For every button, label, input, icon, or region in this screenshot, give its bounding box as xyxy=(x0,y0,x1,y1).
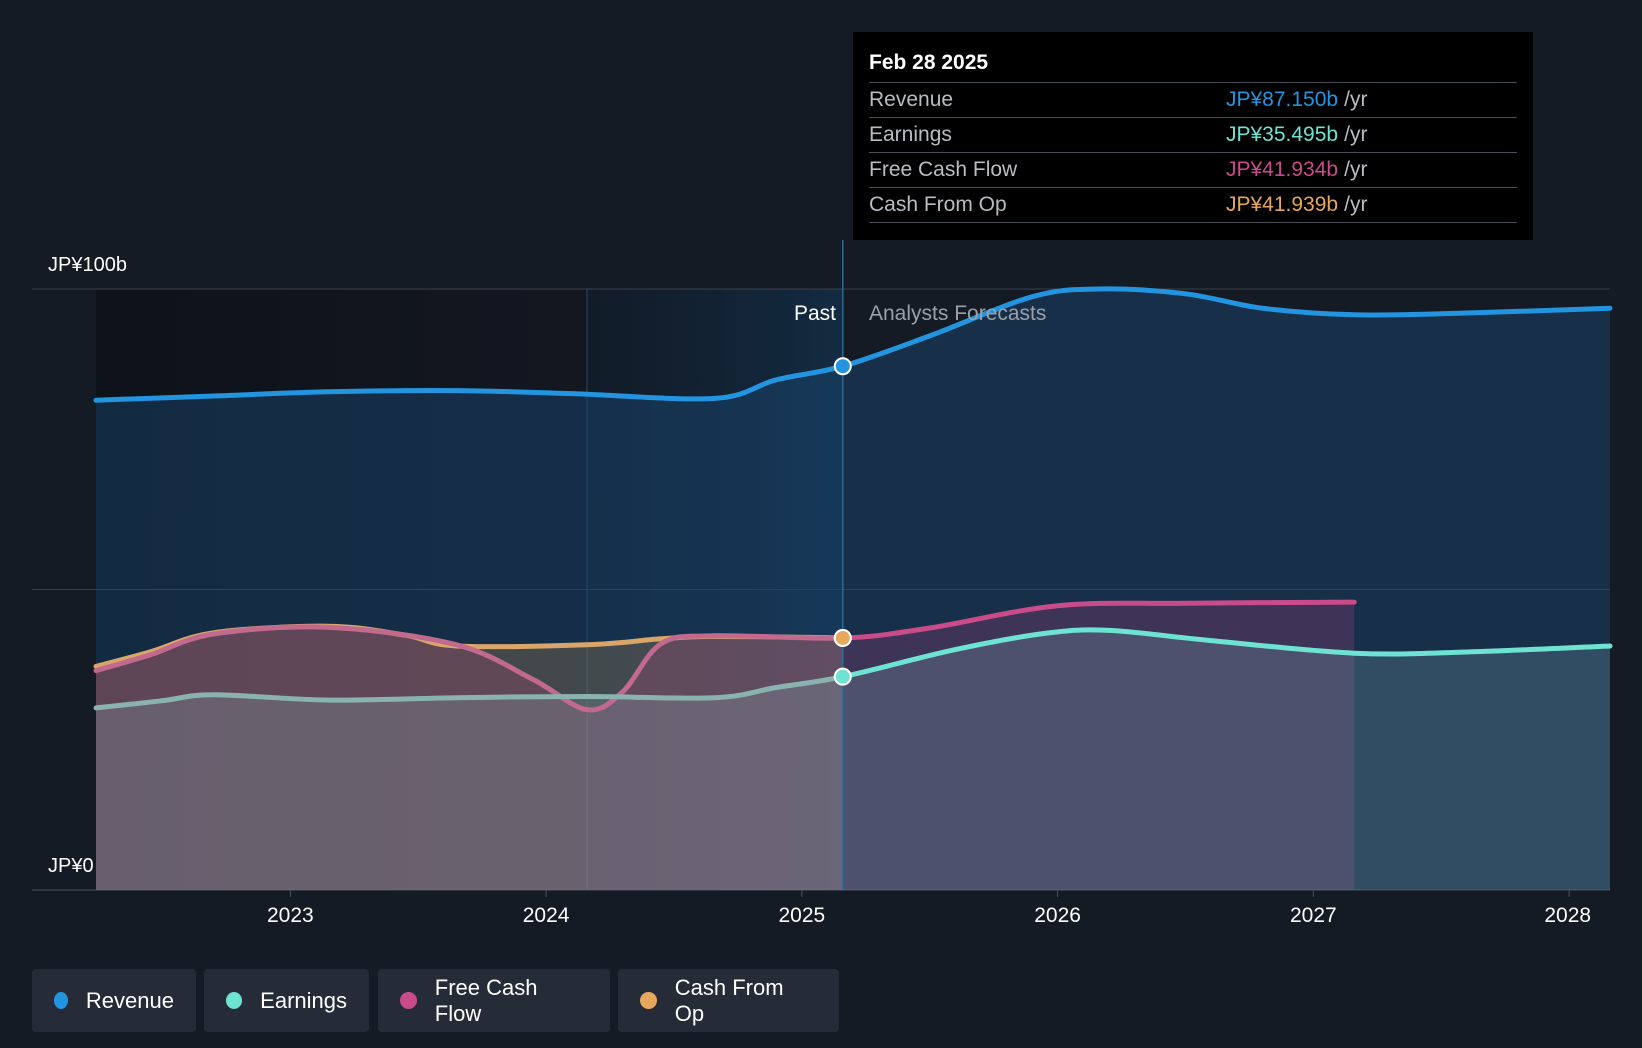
tooltip-value: JP¥35.495b xyxy=(1226,123,1339,146)
earnings-dot-icon xyxy=(226,992,243,1009)
x-axis-ticks: 2023 2024 2025 2026 2027 2028 xyxy=(267,890,1591,927)
y-axis-label-top: JP¥100b xyxy=(48,254,127,276)
legend-label: Earnings xyxy=(260,987,347,1013)
revenue-line-forecast xyxy=(842,286,1613,369)
revenue-marker xyxy=(833,357,852,376)
tooltip-label: Free Cash Flow xyxy=(869,158,1018,181)
series-lines xyxy=(93,286,1613,713)
free-cash-flow-area xyxy=(96,602,1355,890)
legend-label: Cash From Op xyxy=(674,974,784,1026)
x-tick-label: 2023 xyxy=(267,904,314,927)
x-tick-label: 2027 xyxy=(1290,904,1337,927)
revenue-line-past xyxy=(93,363,843,403)
tooltip-value: JP¥87.150b xyxy=(1226,88,1339,111)
tooltip-panel: Feb 28 2025 Revenue JP¥87.150b /yr Earni… xyxy=(853,32,1533,240)
legend-item-revenue[interactable]: Revenue xyxy=(32,969,196,1032)
x-tick-label: 2024 xyxy=(523,904,570,927)
revenue-dot-icon xyxy=(54,992,68,1009)
tooltip-unit: /yr xyxy=(1344,88,1368,111)
grid-lines xyxy=(32,288,1610,891)
x-tick-label: 2025 xyxy=(778,904,825,927)
x-tick-label: 2026 xyxy=(1034,904,1081,927)
earnings-line-past xyxy=(93,674,843,711)
tooltip-row-free-cash-flow: Free Cash Flow JP¥41.934b /yr xyxy=(869,152,1517,187)
tooltip-value: JP¥41.934b xyxy=(1226,158,1339,181)
legend-label: Free Cash Flow xyxy=(434,974,538,1026)
past-label: Past xyxy=(794,302,836,325)
revenue-area xyxy=(96,288,1610,890)
earnings-line-forecast xyxy=(842,627,1613,680)
tooltip-value: JP¥41.939b xyxy=(1226,193,1339,216)
cash-from-op-area xyxy=(96,626,843,890)
free-cash-flow-dot-icon xyxy=(400,992,417,1009)
earnings-marker xyxy=(833,667,852,686)
tooltip-label: Cash From Op xyxy=(869,193,1007,216)
x-tick-label: 2028 xyxy=(1544,904,1591,927)
tooltip-row-cash-from-op: Cash From Op JP¥41.939b /yr xyxy=(869,187,1517,223)
analysts-forecasts-label: Analysts Forecasts xyxy=(869,302,1046,325)
tooltip-row-earnings: Earnings JP¥35.495b /yr xyxy=(869,117,1517,152)
tooltip-unit: /yr xyxy=(1344,193,1368,216)
legend-item-free-cash-flow[interactable]: Free Cash Flow xyxy=(378,969,610,1032)
tooltip-row-revenue: Revenue JP¥87.150b /yr xyxy=(869,82,1517,117)
tooltip-label: Earnings xyxy=(869,123,952,146)
legend-item-earnings[interactable]: Earnings xyxy=(204,969,369,1032)
legend-item-cash-from-op[interactable]: Cash From Op xyxy=(618,969,839,1032)
tooltip-unit: /yr xyxy=(1344,123,1368,146)
earnings-area xyxy=(96,629,1610,890)
tooltip-date: Feb 28 2025 xyxy=(869,51,989,74)
cash-from-op-dot-icon xyxy=(640,992,657,1009)
free-cash-flow-line-past xyxy=(93,624,843,713)
free-cash-flow-line-forecast xyxy=(842,599,1357,641)
legend-label: Revenue xyxy=(85,987,174,1013)
cash-from-op-marker xyxy=(833,628,852,647)
tooltip-label: Revenue xyxy=(869,88,954,111)
divider-markers xyxy=(833,240,852,890)
y-axis-label-bottom: JP¥0 xyxy=(48,855,94,877)
series-areas xyxy=(96,288,1610,890)
axis-labels: JP¥100b JP¥0 Past Analysts Forecasts xyxy=(48,254,1046,877)
tooltip-unit: /yr xyxy=(1344,158,1368,181)
